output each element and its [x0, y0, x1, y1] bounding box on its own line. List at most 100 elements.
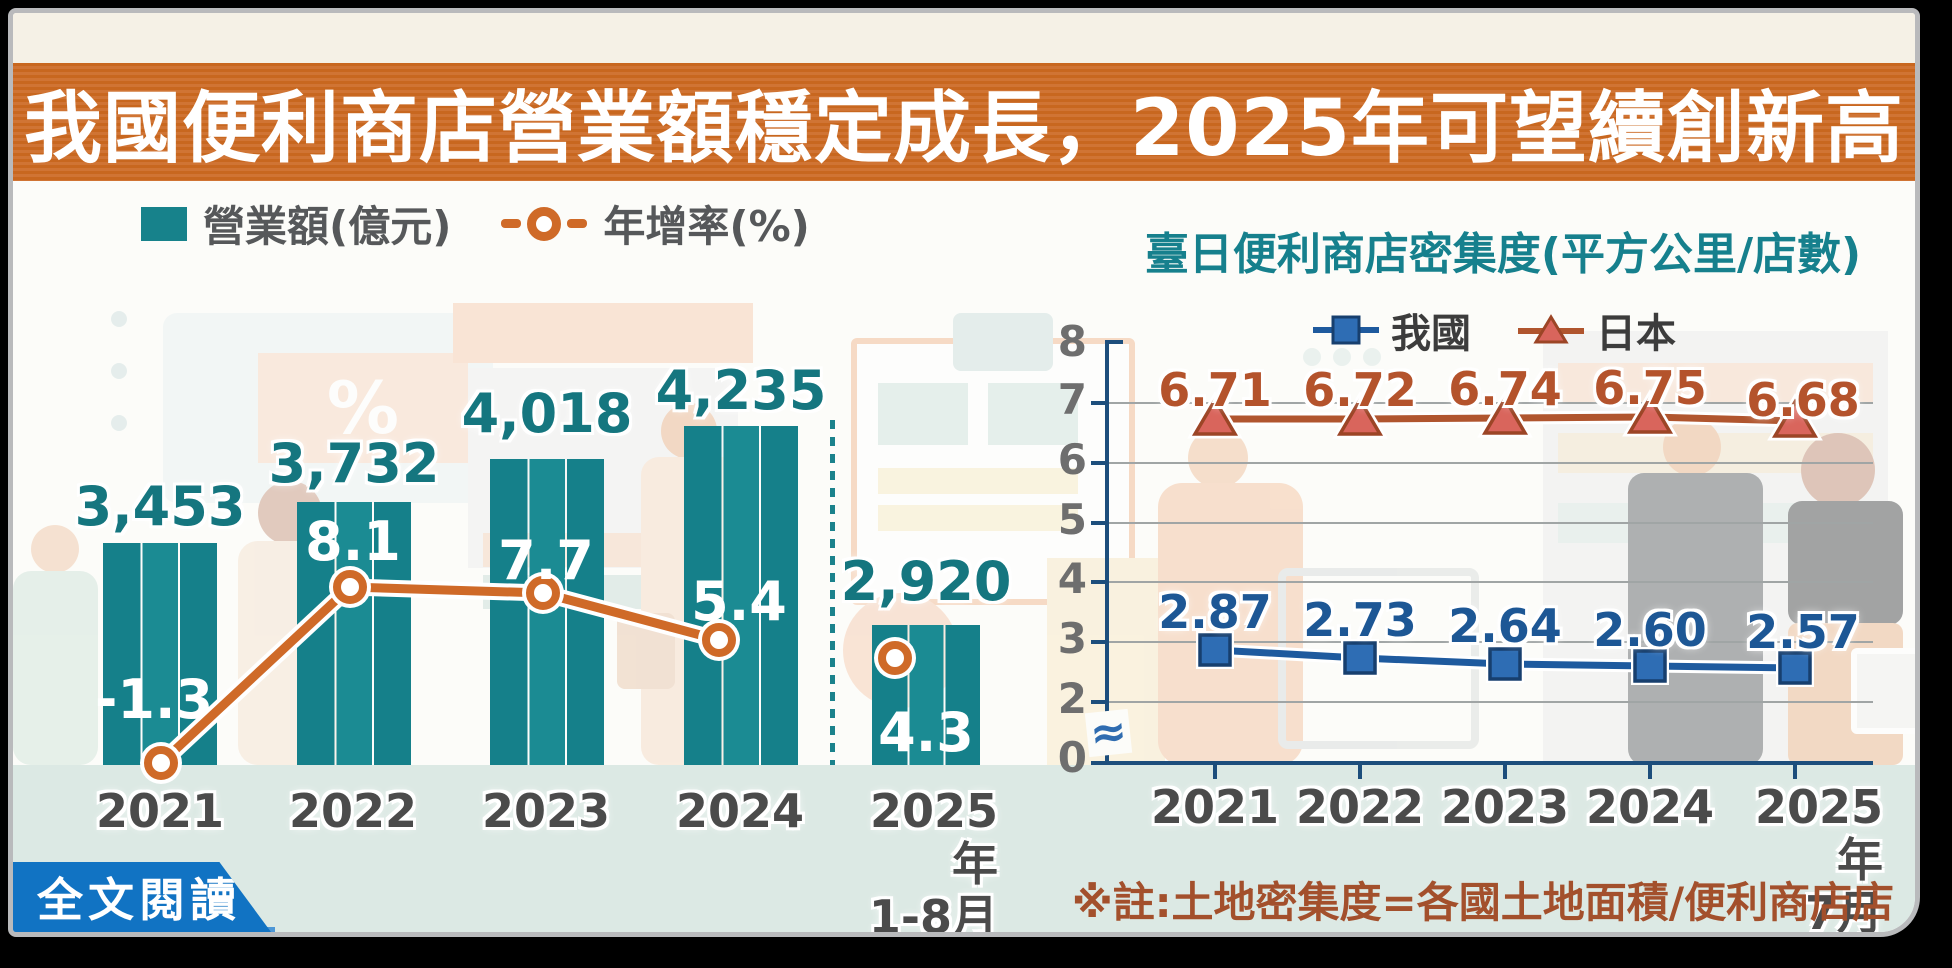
y-tick-label: 5: [1057, 495, 1087, 544]
density-footnote: ※註:土地密集度=各國土地面積/便利商店店數: [1071, 878, 1895, 927]
x-category-label: 2021: [1150, 780, 1280, 834]
infographic-card: 我國便利商店營業額穩定成長，2025年可望續創新高 %: [8, 8, 1920, 937]
title-banner: 我國便利商店營業額穩定成長，2025年可望續創新高: [13, 63, 1915, 181]
percent-tag: %: [258, 353, 468, 463]
taiwan-legend-item: 我國: [1313, 301, 1471, 359]
growth-markers: [140, 566, 916, 784]
x-tick: [1648, 765, 1652, 779]
japan-value-label: 6.71: [1158, 363, 1272, 417]
japan-markers: [1187, 389, 1823, 441]
y-tick: [1091, 640, 1105, 644]
growth-legend-marker-icon: [501, 206, 588, 241]
x-category-label: 2023: [481, 784, 611, 838]
read-more-label: 全文閱讀: [37, 873, 241, 927]
growth-value-label: 4.3: [878, 701, 974, 764]
left-chart-legend: 營業額(億元) 年增率(%): [141, 193, 810, 254]
x-category-label: 2022: [1295, 780, 1425, 834]
sales-legend-swatch: [141, 206, 187, 241]
poster-cell-1: [878, 383, 968, 445]
y-tick-label: 4: [1057, 554, 1087, 603]
y-tick: [1091, 401, 1105, 405]
poster-line-1: [878, 468, 1078, 494]
bottom-axis-strip: [13, 765, 1915, 932]
bar-2024: [684, 426, 798, 765]
percent-sign: %: [326, 366, 400, 450]
growth-value-label: -1.3: [94, 668, 214, 731]
x-category-label: 2024: [675, 784, 805, 838]
taiwan-markers: [1196, 631, 1814, 687]
x-axis-line: [1105, 761, 1873, 765]
japan-value-label: 6.72: [1303, 363, 1417, 417]
gridline-6: [1105, 462, 1873, 464]
x-tick: [1358, 765, 1362, 779]
taiwan-legend-label: 我國: [1391, 311, 1471, 357]
japan-legend-item: 日本: [1518, 301, 1676, 359]
suit-man-body: [1628, 473, 1763, 765]
growth-value-label: 5.4: [691, 570, 787, 633]
dots-icon-right: [1303, 348, 1321, 366]
growth-legend-label: 年增率(%): [603, 202, 810, 251]
taiwan-value-label: 2.64: [1448, 599, 1562, 653]
taiwan-value-label: 2.57: [1746, 605, 1860, 659]
dots-icon: [111, 311, 127, 327]
forecast-divider-line: [830, 420, 835, 765]
growth-value-label: 7.7: [498, 529, 594, 592]
person-left-head: [31, 525, 79, 573]
y-tick-label: 3: [1057, 614, 1087, 663]
shelf-wall-row-1: [1558, 363, 1873, 403]
y-axis-top-cap: [1105, 340, 1123, 344]
page-title: 我國便利商店營業額穩定成長，2025年可望續創新高: [23, 84, 1905, 174]
x-category-label: 2025年 7月: [1754, 780, 1883, 937]
gridline-2: [1105, 701, 1873, 703]
x-category-label: 2021: [95, 784, 225, 838]
gridline-7: [1105, 402, 1873, 404]
y-tick: [1091, 700, 1105, 704]
taiwan-value-label: 2.87: [1158, 585, 1272, 639]
woman-right-hair: [1801, 433, 1875, 507]
y-tick: [1091, 580, 1105, 584]
credit-card: [953, 313, 1053, 371]
x-category-label: 2024: [1585, 780, 1715, 834]
y-tick-label: 8: [1057, 317, 1087, 366]
sales-legend-label: 營業額(億元): [203, 202, 452, 251]
bar-value-label: 3,732: [268, 432, 440, 495]
read-more-button[interactable]: 全文閱讀: [13, 862, 271, 932]
bar-value-label: 4,018: [461, 382, 633, 445]
taiwan-value-label: 2.60: [1593, 603, 1707, 657]
gridline-5: [1105, 522, 1873, 524]
storefront-awning: [453, 303, 753, 363]
poster-cell-2: [988, 383, 1078, 445]
taiwan-legend-marker-icon: [1313, 315, 1379, 345]
person-left-body: [13, 571, 98, 765]
japan-value-label: 6.75: [1593, 361, 1707, 415]
store-scene-illustration: %: [13, 181, 1915, 765]
x-tick: [1213, 765, 1217, 779]
bar-value-label: 2,920: [840, 550, 1012, 613]
y-tick-label: 7: [1057, 375, 1087, 424]
y-tick: [1091, 461, 1105, 465]
y-tick: [1091, 761, 1105, 765]
growth-value-label: 8.1: [305, 510, 401, 573]
bar-value-label: 3,453: [74, 475, 246, 538]
bar-value-label: 4,235: [655, 359, 827, 422]
taiwan-value-label: 2.73: [1303, 593, 1417, 647]
x-category-label: 2025年 1-8月: [868, 784, 998, 937]
y-tick-label: 2: [1057, 674, 1087, 723]
y-tick-label: 6: [1057, 435, 1087, 484]
right-chart-title: 臺日便利商店密集度(平方公里/店數): [1144, 229, 1862, 280]
growth-line-chart: [140, 566, 916, 784]
y-axis-line: [1105, 340, 1109, 763]
y-tick-label: 0: [1057, 733, 1087, 782]
x-category-label: 2022: [288, 784, 418, 838]
japan-value-label: 6.74: [1448, 362, 1562, 416]
bar-2022: [297, 502, 411, 765]
poster-line-2: [878, 505, 1078, 531]
top-margin-strip: [13, 13, 1915, 63]
woman-right-top: [1788, 501, 1903, 625]
y-tick: [1091, 521, 1105, 525]
hand-basket: [1851, 648, 1915, 734]
japan-legend-label: 日本: [1596, 311, 1676, 357]
x-category-label: 2023: [1440, 780, 1570, 834]
gridline-3: [1105, 641, 1873, 643]
